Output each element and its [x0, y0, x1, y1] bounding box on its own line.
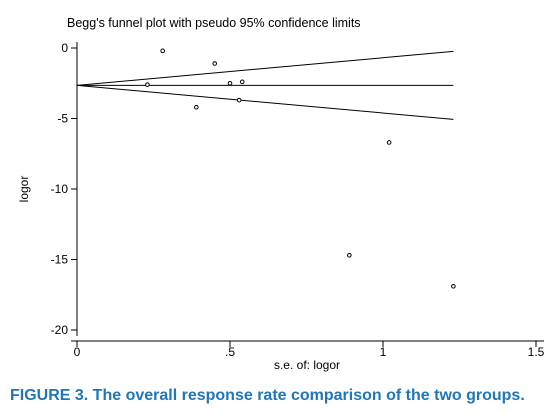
- y-tick-label: 0: [61, 41, 68, 55]
- lower-confidence-limit: [76, 84, 454, 120]
- study-point: [194, 104, 199, 110]
- funnel-lines: [76, 50, 454, 120]
- figure-caption: FIGURE 3. The overall response rate comp…: [10, 387, 525, 404]
- study-point: [347, 252, 352, 258]
- data-points: [145, 48, 456, 289]
- study-point: [145, 82, 150, 87]
- study-point: [160, 48, 165, 54]
- study-point: [451, 283, 456, 289]
- y-tick-label: -20: [51, 323, 69, 337]
- x-tick-label: .5: [225, 345, 235, 359]
- x-tick-label: 0: [74, 345, 81, 359]
- x-axis: 0 .5 1 1.5: [74, 341, 545, 359]
- y-tick-label: -5: [57, 112, 68, 126]
- upper-confidence-limit: [76, 50, 454, 86]
- x-axis-label: s.e. of: logor: [274, 358, 340, 372]
- study-point: [386, 140, 392, 145]
- study-point: [227, 80, 233, 86]
- study-point: [212, 61, 217, 66]
- x-tick-label: 1.5: [528, 345, 545, 359]
- y-tick-label: -10: [51, 182, 69, 196]
- x-tick-label: 1: [380, 345, 387, 359]
- y-axis: 0 -5 -10 -15 -20: [51, 41, 77, 337]
- chart-title: Begg's funnel plot with pseudo 95% confi…: [67, 16, 361, 30]
- y-tick-label: -15: [51, 253, 69, 267]
- plot-frame: [71, 42, 544, 342]
- study-point: [236, 97, 242, 103]
- y-axis-label: logor: [17, 176, 31, 203]
- study-point: [239, 79, 245, 85]
